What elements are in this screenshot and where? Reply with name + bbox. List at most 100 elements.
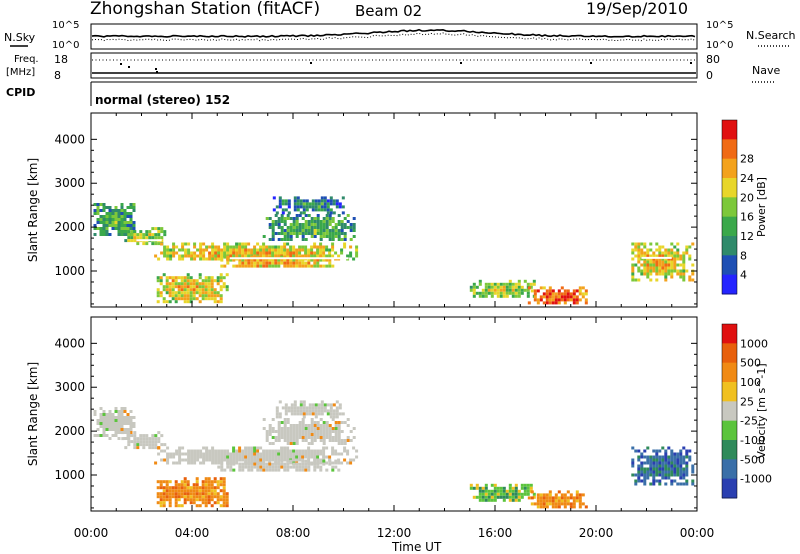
echo-cell [126,221,130,224]
echo-cell [676,257,680,261]
echo-cell [307,455,311,459]
echo-cell [268,462,272,466]
echo-cell [673,254,677,258]
echo-cell [162,495,166,499]
echo-cell [490,489,494,493]
echo-cell [271,258,275,262]
echo-cell [219,504,223,508]
echo-cell [102,209,106,212]
echo-cell [349,223,353,226]
echo-cell [162,285,166,289]
echo-cell [337,458,341,462]
echo-cell [139,236,143,240]
echo-cell [198,282,202,286]
echo-cell [658,254,662,258]
echo-cell [289,424,293,427]
echo-cell [207,489,211,493]
echo-cell [232,245,236,249]
echo-cell [298,232,302,235]
echo-cell [211,251,215,255]
echo-cell [145,434,149,438]
echo-cell [238,458,242,462]
echo-cell [226,455,230,459]
echo-cell [481,489,485,493]
echo-cell [572,496,576,500]
echo-cell [250,458,254,462]
echo-cell [214,458,218,462]
echo-cell [655,467,659,471]
echo-cell [304,439,308,442]
echo-cell [499,288,503,292]
echo-cell [139,437,143,441]
echo-cell [193,251,197,255]
echo-cell [265,455,269,459]
echo-cell [117,233,121,236]
echo-cell [186,279,190,283]
echo-cell [304,238,308,241]
echo-cell [319,242,323,246]
echo-cell [232,254,236,258]
echo-cell [572,295,576,299]
echo-cell [637,260,641,264]
echo-cell [545,502,549,506]
nsky-tick-bottom: 10^0 [52,40,79,51]
echo-cell [536,289,540,293]
echo-cell [295,430,299,433]
echo-cell [256,455,260,459]
echo-cell [117,215,121,218]
echo-cell [171,279,175,283]
echo-cell [181,248,185,252]
echo-cell [204,492,208,496]
echo-cell [235,449,239,453]
echo-cell [646,272,650,276]
echo-cell [346,424,350,427]
echo-cell [289,258,293,262]
echo-cell [679,476,683,480]
echo-cell [517,294,521,298]
echo-cell [331,232,335,235]
echo-cell [290,409,294,413]
echo-cell [578,505,582,509]
echo-cell [631,458,635,462]
echo-cell [268,264,272,268]
echo-cell [673,260,677,264]
echo-cell [310,223,314,226]
echo-cell [207,501,211,505]
echo-cell [496,492,500,496]
echo-cell [108,215,112,218]
echo-cell [298,245,302,249]
nave-dip-dot [120,63,122,65]
echo-cell [289,452,293,456]
echo-cell [123,224,127,227]
nave-dip-dot [156,71,158,73]
echo-cell [247,465,251,469]
echo-cell [320,400,324,404]
echo-cell [661,269,665,273]
echo-cell [171,492,175,496]
echo-cell [280,462,284,466]
echo-cell [271,427,275,430]
echo-cell [551,295,555,299]
echo-cell [523,489,527,493]
echo-cell [133,236,137,240]
echo-cell [271,452,275,456]
echo-cell [126,419,130,422]
echo-cell [271,455,275,459]
echo-cell [244,452,248,456]
echo-cell [204,498,208,502]
echo-cell [241,468,245,472]
echo-cell [238,455,242,459]
echo-cell [298,465,302,469]
echo-cell [661,461,665,465]
echo-cell [136,440,140,444]
echo-cell [658,257,662,261]
echo-cell [317,403,321,407]
echo-cell [637,470,641,474]
echo-cell [679,449,683,453]
echo-cell [673,464,677,468]
echo-cell [262,248,266,252]
echo-cell [292,458,296,462]
echo-cell [301,424,305,427]
echo-cell [526,486,530,490]
echo-cell [323,403,327,407]
